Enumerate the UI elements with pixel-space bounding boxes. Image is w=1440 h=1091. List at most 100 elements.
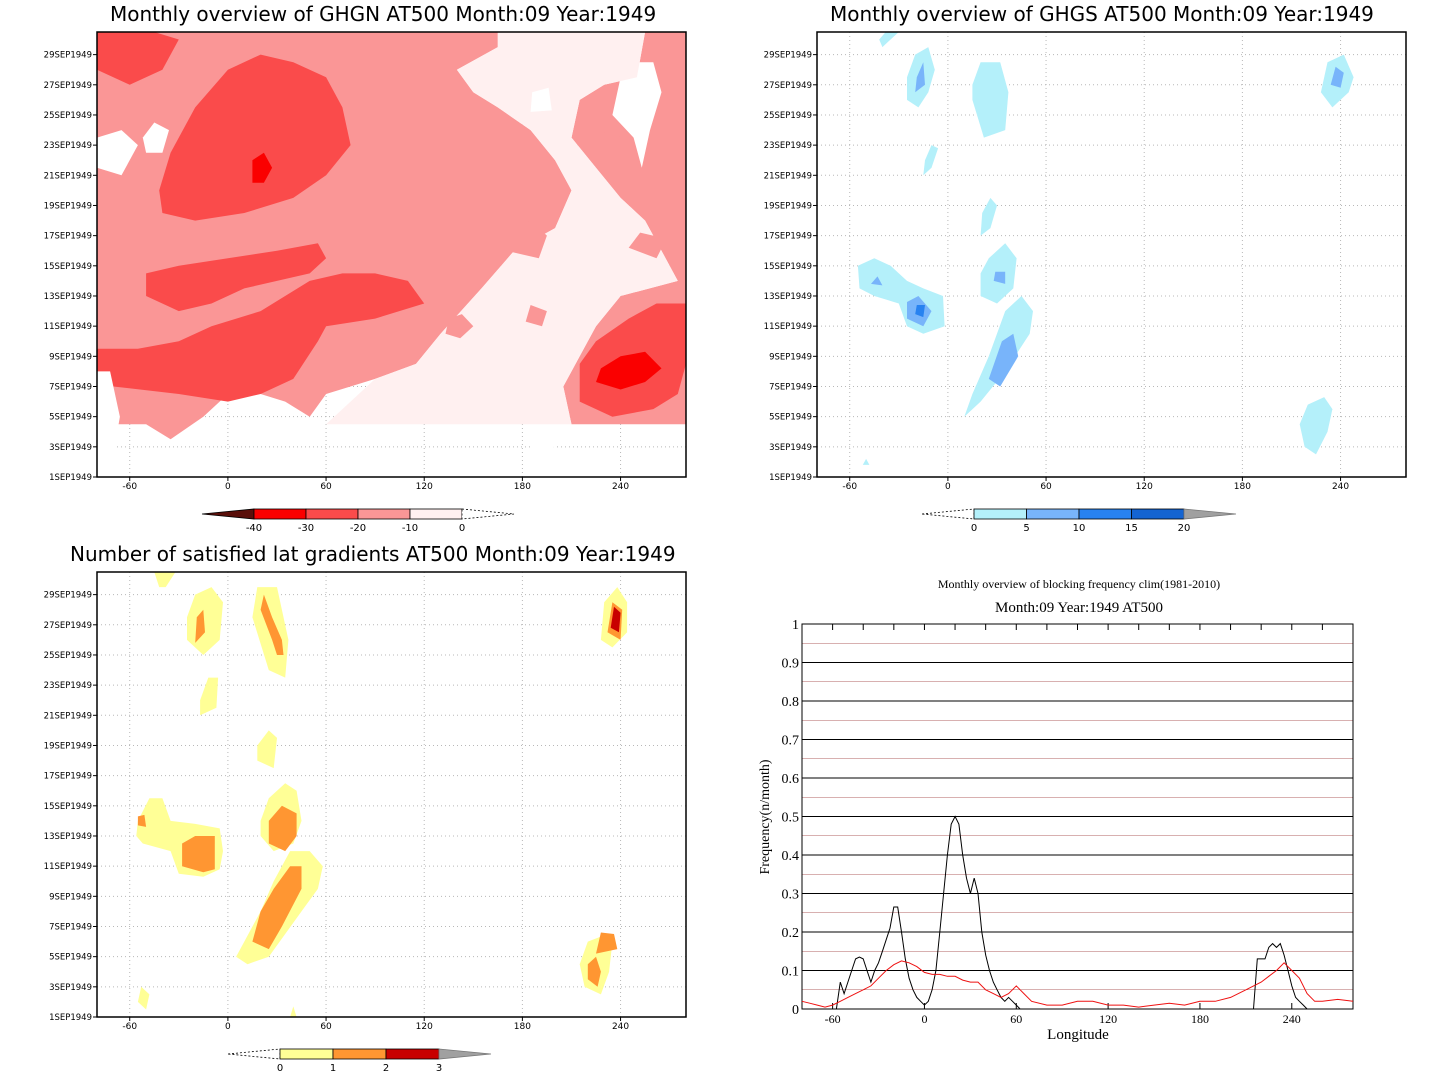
contour-region — [146, 243, 327, 312]
y-tick-label: 29SEP1949 — [44, 591, 92, 601]
y-tick-label: 9SEP1949 — [49, 352, 92, 362]
x-tick-label: 0 — [225, 1022, 231, 1032]
colorbar-tick-label: 0 — [459, 523, 465, 534]
x-tick-label: 120 — [416, 1022, 433, 1032]
panel-gradients: Number of satisfied lat gradients AT500 … — [0, 540, 720, 1091]
y-tick-label: 5SEP1949 — [49, 413, 92, 423]
plot-frame — [96, 571, 687, 1018]
colorbar-segment — [409, 508, 463, 520]
colorbar-tick-label: 1 — [330, 1063, 336, 1074]
colorbar-segment — [1131, 508, 1185, 520]
chart-title-blocking: Monthly overview of blocking frequency c… — [938, 577, 1220, 591]
contour-region — [506, 220, 547, 259]
contour-region — [862, 458, 870, 465]
contour-region — [879, 32, 899, 48]
contour-region — [993, 271, 1006, 284]
contour-region — [1299, 397, 1333, 455]
contour-region — [182, 836, 215, 873]
y-tick-label: 21SEP1949 — [44, 711, 92, 721]
y-tick-label: 17SEP1949 — [44, 772, 92, 782]
colorbar-tick-label: 15 — [1125, 523, 1138, 534]
contour-region — [519, 175, 547, 206]
colorbar-segment — [1026, 508, 1080, 520]
contour-region — [154, 572, 176, 588]
y-tick-label: 0.2 — [782, 926, 800, 941]
y-tick-label: 7SEP1949 — [769, 382, 812, 392]
chart-ghgs: -60 0 60 120 180 240 1SEP1949 3SEP1949 5SEP1949 7… — [764, 31, 1407, 534]
x-tick-label: -60 — [122, 1022, 137, 1032]
x-tick-label: 240 — [612, 482, 629, 492]
y-tick-label: 0.1 — [782, 965, 800, 980]
contour-region — [159, 54, 351, 221]
y-tick-label: 23SEP1949 — [44, 141, 92, 151]
x-tick-label: 60 — [1040, 482, 1052, 492]
contour-region — [445, 314, 474, 339]
y-tick-label: 13SEP1949 — [44, 832, 92, 842]
contour-region — [871, 276, 883, 286]
colorbar-arrow-left — [921, 508, 975, 520]
contour-region — [988, 333, 1019, 387]
y-tick-label: 3SEP1949 — [769, 443, 812, 453]
x-axis-label: Longitude — [1047, 1027, 1109, 1043]
colorbar-segment — [973, 508, 1027, 520]
colorbar-arrow-left — [201, 508, 255, 520]
y-tick-label: 23SEP1949 — [44, 681, 92, 691]
y-tick-label: 5SEP1949 — [49, 953, 92, 963]
y-tick-label: 0.9 — [782, 657, 800, 672]
y-tick-label: 29SEP1949 — [44, 51, 92, 61]
y-tick-label: 13SEP1949 — [764, 292, 812, 302]
colorbar-tick-label: 5 — [1023, 523, 1029, 534]
y-tick-label: 0.5 — [782, 811, 800, 826]
contour-region — [142, 122, 169, 153]
colorbar-tick-label: 10 — [1073, 523, 1086, 534]
colorbar-arrow-left — [227, 1048, 281, 1060]
contour-region — [290, 1006, 297, 1017]
colorbar-segment — [305, 508, 359, 520]
chart-title-ghgn: Monthly overview of GHGN AT500 Month:09 … — [110, 2, 657, 26]
contour-region — [257, 730, 277, 769]
chart-blocking-frequency: Monthly overview of blocking frequency c… — [758, 577, 1354, 1043]
y-tick-label: 1SEP1949 — [769, 473, 812, 483]
x-tick-label: 120 — [1136, 482, 1153, 492]
y-tick-label: 3SEP1949 — [49, 443, 92, 453]
y-tick-label: 9SEP1949 — [49, 892, 92, 902]
y-tick-label: 29SEP1949 — [764, 51, 812, 61]
y-tick-label: 1SEP1949 — [49, 473, 92, 483]
panel-ghgn: Monthly overview of GHGN AT500 Month:09 … — [0, 0, 720, 540]
y-tick-label: 25SEP1949 — [44, 651, 92, 661]
colorbar-tick-label: 20 — [1178, 523, 1191, 534]
plot-frame — [96, 31, 687, 478]
y-tick-label: 21SEP1949 — [44, 171, 92, 181]
colorbar: 0 1 2 3 — [227, 1048, 492, 1074]
contour-region — [187, 587, 223, 655]
x-tick-label: -60 — [825, 1012, 841, 1026]
contour-region — [596, 932, 618, 954]
y-tick-label: 0.6 — [782, 772, 800, 787]
x-tick-label: 0 — [225, 482, 231, 492]
contour-region — [596, 351, 662, 390]
colorbar-segment — [385, 1048, 440, 1060]
y-tick-label: 1SEP1949 — [49, 1013, 92, 1023]
contour-region — [326, 32, 678, 425]
contour-region — [530, 87, 552, 112]
x-tick-label: 180 — [1191, 1012, 1209, 1026]
x-tick-label: 240 — [612, 1022, 629, 1032]
contour-layer — [97, 32, 686, 477]
series-line-black — [802, 815, 1353, 1010]
x-tick-label: -60 — [842, 482, 857, 492]
y-tick-label: 15SEP1949 — [764, 262, 812, 272]
y-axis-label: Frequency(n/month) — [758, 759, 773, 874]
plot-frame — [816, 31, 1407, 478]
y-tick-label: 9SEP1949 — [769, 352, 812, 362]
contour-region — [980, 197, 997, 236]
y-tick-label: 15SEP1949 — [44, 262, 92, 272]
chart-title-gradients: Number of satisfied lat gradients AT500 … — [70, 542, 676, 566]
colorbar-tick-label: 0 — [971, 523, 977, 534]
contour-region — [857, 258, 945, 334]
colorbar: -40 -30 -20 -10 0 — [201, 508, 515, 534]
colorbar-arrow-right — [438, 1048, 492, 1060]
x-tick-label: 180 — [514, 1022, 531, 1032]
x-tick-label: 180 — [514, 482, 531, 492]
y-tick-label: 19SEP1949 — [44, 741, 92, 751]
contour-region — [923, 145, 939, 176]
